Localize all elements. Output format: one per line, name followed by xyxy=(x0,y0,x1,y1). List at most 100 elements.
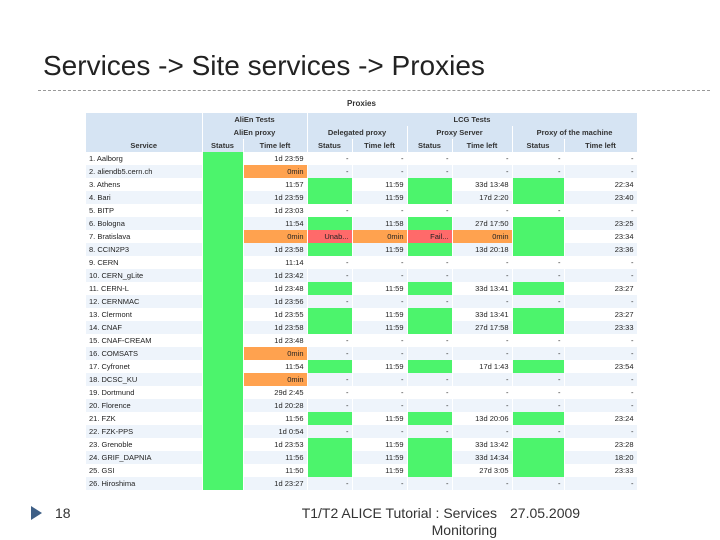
status-cell xyxy=(202,256,244,269)
cell: 11:59 xyxy=(352,308,408,321)
status-cell xyxy=(202,269,244,282)
cell: - xyxy=(452,269,513,282)
status-cell xyxy=(202,178,244,191)
cell: - xyxy=(512,373,565,386)
status-cell xyxy=(307,178,353,191)
cell: 22:34 xyxy=(564,178,638,191)
cell: - xyxy=(407,295,453,308)
status-cell xyxy=(202,295,244,308)
status-cell xyxy=(202,191,244,204)
cell: - xyxy=(407,373,453,386)
cell: - xyxy=(352,399,408,412)
cell: 11:59 xyxy=(352,464,408,477)
service-name: 14. CNAF xyxy=(86,321,203,334)
cell: - xyxy=(407,269,453,282)
cell: 11:57 xyxy=(243,178,308,191)
cell: - xyxy=(407,165,453,178)
cell: - xyxy=(407,425,453,438)
cell: - xyxy=(352,373,408,386)
cell: - xyxy=(352,256,408,269)
service-name: 10. CERN_gLite xyxy=(86,269,203,282)
cell: - xyxy=(512,204,565,217)
cell: 1d 23:55 xyxy=(243,308,308,321)
cell: 1d 23:03 xyxy=(243,204,308,217)
status-cell xyxy=(307,464,353,477)
cell: 11:50 xyxy=(243,464,308,477)
cell: - xyxy=(452,334,513,347)
service-name: 9. CERN xyxy=(86,256,203,269)
status-cell xyxy=(202,282,244,295)
cell: 11:56 xyxy=(243,451,308,464)
cell: 1d 23:42 xyxy=(243,269,308,282)
cell: - xyxy=(407,152,453,165)
cell: 1d 23:27 xyxy=(243,477,308,490)
cell: - xyxy=(407,204,453,217)
column-header: Service xyxy=(86,139,203,152)
cell: - xyxy=(307,477,353,490)
service-name: 4. Bari xyxy=(86,191,203,204)
column-header: Status xyxy=(202,139,244,152)
cell: - xyxy=(407,347,453,360)
status-cell xyxy=(512,360,565,373)
cell: 1d 23:59 xyxy=(243,191,308,204)
site-row: 24. GRIF_DAPNIA 11:56 11:59 33d 14:34 18:20 xyxy=(86,451,638,464)
column-header: Status xyxy=(307,139,353,152)
status-cell xyxy=(202,477,244,490)
cell: - xyxy=(564,477,638,490)
cell: 23:33 xyxy=(564,464,638,477)
status-cell: Fail... xyxy=(407,230,453,243)
status-cell xyxy=(307,451,353,464)
status-cell xyxy=(202,373,244,386)
site-row: 9. CERN 11:14- - - - - - xyxy=(86,256,638,269)
slide-title: Services -> Site services -> Proxies xyxy=(43,50,485,81)
cell: 1d 23:56 xyxy=(243,295,308,308)
status-cell xyxy=(512,282,565,295)
cell: - xyxy=(564,399,638,412)
cell: - xyxy=(307,334,353,347)
cell: 13d 20:18 xyxy=(452,243,513,256)
cell: 23:36 xyxy=(564,243,638,256)
cell: - xyxy=(452,152,513,165)
cell: - xyxy=(352,152,408,165)
service-name: 19. Dortmund xyxy=(86,386,203,399)
panel-title: Proxies xyxy=(347,99,376,108)
cell: 11:59 xyxy=(352,243,408,256)
status-cell xyxy=(202,451,244,464)
status-cell xyxy=(202,425,244,438)
cell: 11:59 xyxy=(352,438,408,451)
footer-course-line2: Monitoring xyxy=(431,522,497,538)
status-cell xyxy=(407,191,453,204)
service-name: 26. Hiroshima xyxy=(86,477,203,490)
site-row: 8. CCIN2P3 1d 23:58 11:59 13d 20:18 23:36 xyxy=(86,243,638,256)
cell: - xyxy=(307,204,353,217)
cell: - xyxy=(564,165,638,178)
cell: 23:33 xyxy=(564,321,638,334)
cell: - xyxy=(564,204,638,217)
cell: 11:59 xyxy=(352,412,408,425)
cell: - xyxy=(452,477,513,490)
service-name: 20. Florence xyxy=(86,399,203,412)
cell: - xyxy=(564,295,638,308)
cell: 11:59 xyxy=(352,451,408,464)
cell: - xyxy=(452,165,513,178)
cell: - xyxy=(564,386,638,399)
cell: 13d 20:06 xyxy=(452,412,513,425)
cell: - xyxy=(452,399,513,412)
cell: - xyxy=(307,386,353,399)
header-row: Service Status Time left Status Time left Sta… xyxy=(86,139,638,152)
status-cell: 0min xyxy=(352,230,408,243)
cell: 23:40 xyxy=(564,191,638,204)
site-row: 14. CNAF 1d 23:58 11:59 27d 17:58 23:33 xyxy=(86,321,638,334)
cell: 33d 13:48 xyxy=(452,178,513,191)
cell: 1d 23:58 xyxy=(243,321,308,334)
status-cell xyxy=(202,334,244,347)
header-cell xyxy=(86,113,203,126)
cell: - xyxy=(352,347,408,360)
cell: 11:59 xyxy=(352,282,408,295)
cell: 1d 0:54 xyxy=(243,425,308,438)
status-cell xyxy=(202,399,244,412)
status-cell xyxy=(202,152,244,165)
status-cell: 0min xyxy=(243,347,308,360)
status-cell xyxy=(307,243,353,256)
cell: - xyxy=(407,477,453,490)
